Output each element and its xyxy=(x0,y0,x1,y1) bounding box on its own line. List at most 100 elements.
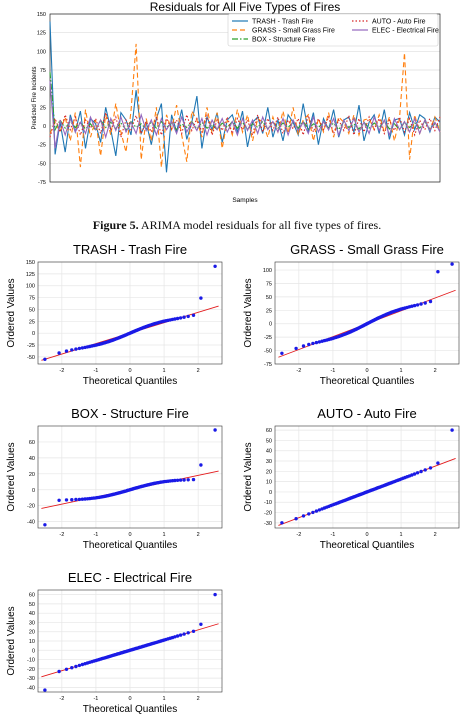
legend-label-auto-auto-fire: AUTO - Auto Fire xyxy=(372,19,426,26)
qq-point xyxy=(294,346,298,351)
qq-point xyxy=(70,348,74,352)
qq-point xyxy=(77,663,82,668)
x-tick-label: 0 xyxy=(128,368,131,374)
qq-point xyxy=(423,468,427,472)
series-line-grass-small-grass-fire xyxy=(49,43,441,168)
qq-point xyxy=(77,497,82,502)
qq-point xyxy=(186,478,190,482)
y-tick-label: 30 xyxy=(266,459,272,465)
y-tick-label: 20 xyxy=(266,469,272,475)
qq-point xyxy=(213,264,217,268)
qq-point xyxy=(301,344,306,348)
y-axis-label: Ordered Values xyxy=(6,442,17,511)
y-tick-label: -50 xyxy=(38,161,46,167)
y-tick-label: -50 xyxy=(264,349,272,355)
y-tick-label: -10 xyxy=(27,658,35,664)
x-tick-label: -1 xyxy=(93,696,98,702)
qq-point xyxy=(175,478,180,482)
qq-point xyxy=(213,428,217,432)
qq-point xyxy=(280,521,284,525)
x-tick-label: 0 xyxy=(128,696,131,702)
qq-point xyxy=(178,316,183,320)
y-tick-label: 100 xyxy=(37,49,46,55)
x-tick-label: 2 xyxy=(197,532,200,538)
y-tick-label: 0 xyxy=(269,490,272,496)
x-tick-label: -2 xyxy=(59,696,64,702)
figure-caption-label: Figure 5. xyxy=(92,218,139,232)
x-tick-label: 1 xyxy=(163,696,166,702)
qq-point xyxy=(415,471,420,475)
qq-point xyxy=(43,688,47,692)
qq-point xyxy=(307,342,311,347)
y-tick-label: -50 xyxy=(27,355,35,361)
y-tick-label: -20 xyxy=(27,667,35,673)
qq-point xyxy=(182,632,186,636)
y-tick-label: 20 xyxy=(29,472,35,478)
qq-point xyxy=(301,514,306,518)
y-tick-label: 40 xyxy=(266,449,272,455)
qq-plot-auto: AUTO - Auto Fire-30-20-100102030405060-2… xyxy=(243,406,460,551)
y-tick-label: 50 xyxy=(29,602,35,608)
qq-point xyxy=(43,357,47,361)
y-tick-label: -40 xyxy=(27,520,35,526)
x-tick-label: 2 xyxy=(434,532,437,538)
x-axis-label: Theoretical Quantiles xyxy=(320,376,415,387)
qq-point xyxy=(213,592,217,597)
qq-title: GRASS - Small Grass Fire xyxy=(290,242,444,257)
y-tick-label: 125 xyxy=(37,31,46,37)
x-tick-label: 2 xyxy=(197,368,200,374)
qq-point xyxy=(436,461,440,465)
qq-point xyxy=(175,316,180,321)
x-tick-label: 0 xyxy=(365,368,368,374)
chart-title: Residuals for All Five Types of Fires xyxy=(150,0,341,14)
y-tick-label: 0 xyxy=(32,648,35,654)
y-axis-label: Ordered Values xyxy=(243,278,254,347)
qq-point xyxy=(419,469,423,474)
qq-point xyxy=(70,666,74,670)
qq-point xyxy=(57,498,61,502)
qq-point xyxy=(175,634,180,638)
y-tick-label: 50 xyxy=(40,87,46,93)
qq-point xyxy=(294,517,298,521)
x-tick-label: -1 xyxy=(330,368,335,374)
y-tick-label: 0 xyxy=(43,124,46,130)
qq-point xyxy=(64,349,69,353)
y-axis-label: Ordered Values xyxy=(243,442,254,511)
qq-point xyxy=(450,262,454,266)
qq-point xyxy=(74,664,78,669)
y-tick-label: 100 xyxy=(26,284,35,290)
x-tick-label: -2 xyxy=(296,532,301,538)
qq-point xyxy=(450,428,454,432)
y-tick-label: 10 xyxy=(266,480,272,486)
qq-point xyxy=(70,498,74,502)
y-tick-label: -10 xyxy=(264,500,272,506)
qq-point xyxy=(57,669,61,674)
y-tick-label: -20 xyxy=(264,511,272,517)
plot-frame xyxy=(37,261,223,365)
y-tick-label: -30 xyxy=(264,521,272,527)
y-tick-label: 125 xyxy=(26,272,35,278)
qq-point xyxy=(191,477,196,482)
x-tick-label: 1 xyxy=(163,532,166,538)
qq-point xyxy=(314,509,319,513)
y-axis-label: Ordered Values xyxy=(6,278,17,347)
legend: TRASH - Trash Fire AUTO - Auto Fire GRASS … xyxy=(227,13,439,47)
x-axis-label: Theoretical Quantiles xyxy=(83,704,178,715)
qq-point xyxy=(77,346,82,351)
y-tick-label: 75 xyxy=(266,281,272,287)
y-tick-label: -30 xyxy=(27,676,35,682)
qq-plot-box: BOX - Structure Fire -40 -20 0 20 40 60 -2 -1 0 1 2… xyxy=(6,406,223,551)
y-tick-label: 75 xyxy=(40,68,46,74)
y-tick-label: 25 xyxy=(40,105,46,111)
x-tick-label: 0 xyxy=(365,532,368,538)
x-tick-label: -2 xyxy=(59,532,64,538)
qq-point xyxy=(199,296,203,300)
x-tick-label: -1 xyxy=(93,532,98,538)
x-tick-label: 0 xyxy=(128,532,131,538)
qq-point xyxy=(186,314,190,319)
x-tick-label: -1 xyxy=(93,368,98,374)
qq-point xyxy=(182,315,186,319)
qq-point xyxy=(64,498,69,502)
y-tick-label: 60 xyxy=(29,440,35,446)
figure-caption-text: ARIMA model residuals for all five types… xyxy=(140,218,382,232)
